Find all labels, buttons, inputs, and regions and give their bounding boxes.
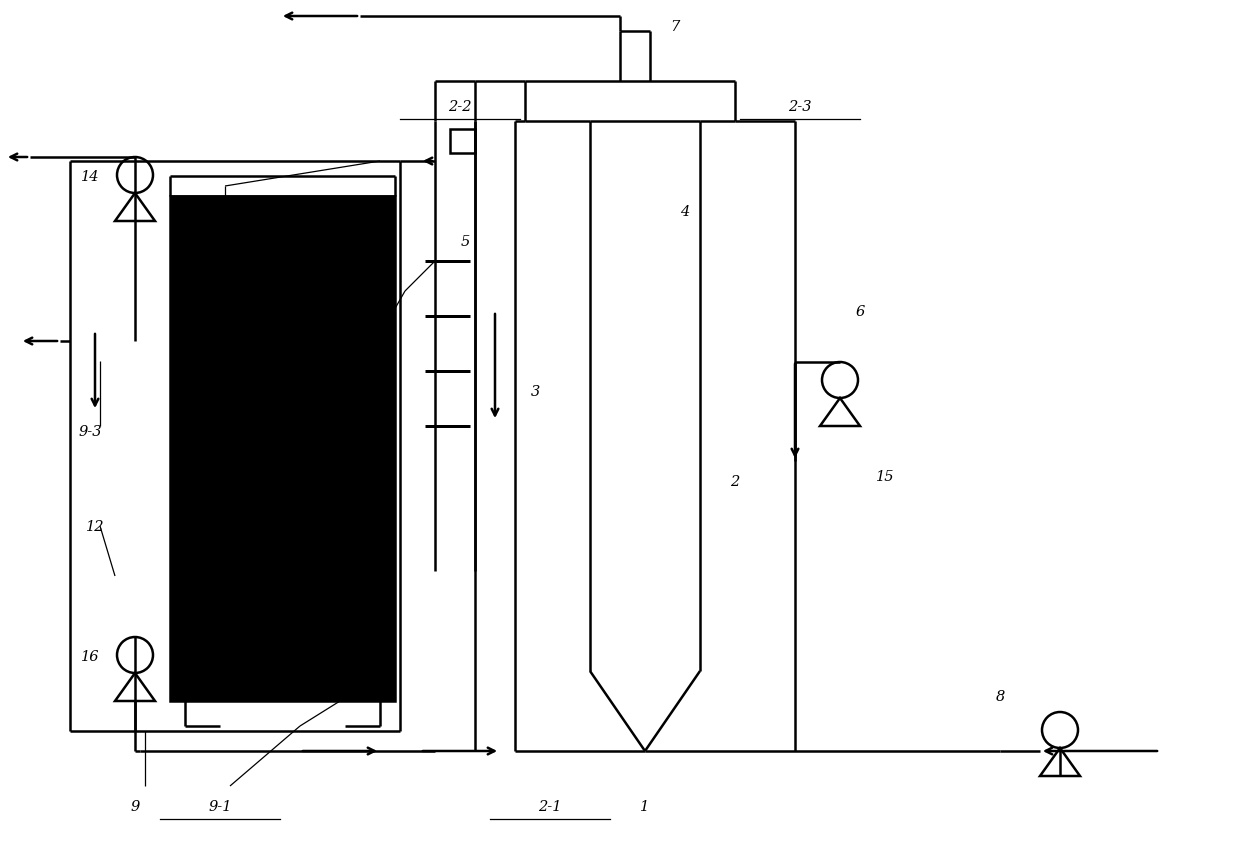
Text: 10: 10 — [196, 410, 215, 424]
Text: 4: 4 — [681, 205, 689, 219]
Bar — [450, 130, 475, 154]
Text: 12: 12 — [86, 519, 104, 533]
Text: 3: 3 — [531, 385, 539, 399]
Text: 14: 14 — [81, 170, 99, 183]
Text: 2-2: 2-2 — [448, 100, 471, 114]
Text: 15: 15 — [875, 469, 894, 483]
Text: 11: 11 — [366, 410, 384, 424]
Text: 2-3: 2-3 — [789, 100, 812, 114]
Text: 9: 9 — [130, 799, 140, 813]
Text: 6: 6 — [856, 305, 864, 319]
Text: 2: 2 — [730, 474, 739, 488]
Text: 16: 16 — [81, 649, 99, 663]
Text: 9-1: 9-1 — [208, 799, 232, 813]
Text: 7: 7 — [671, 20, 680, 34]
Text: 5: 5 — [460, 235, 470, 249]
Text: 1: 1 — [640, 799, 650, 813]
Text: 2-1: 2-1 — [538, 799, 562, 813]
Text: 9-2: 9-2 — [373, 330, 397, 344]
Bar — [170, 197, 396, 701]
Text: 13: 13 — [216, 210, 234, 224]
Text: 9-3: 9-3 — [78, 424, 102, 438]
Text: 8: 8 — [996, 689, 1004, 703]
